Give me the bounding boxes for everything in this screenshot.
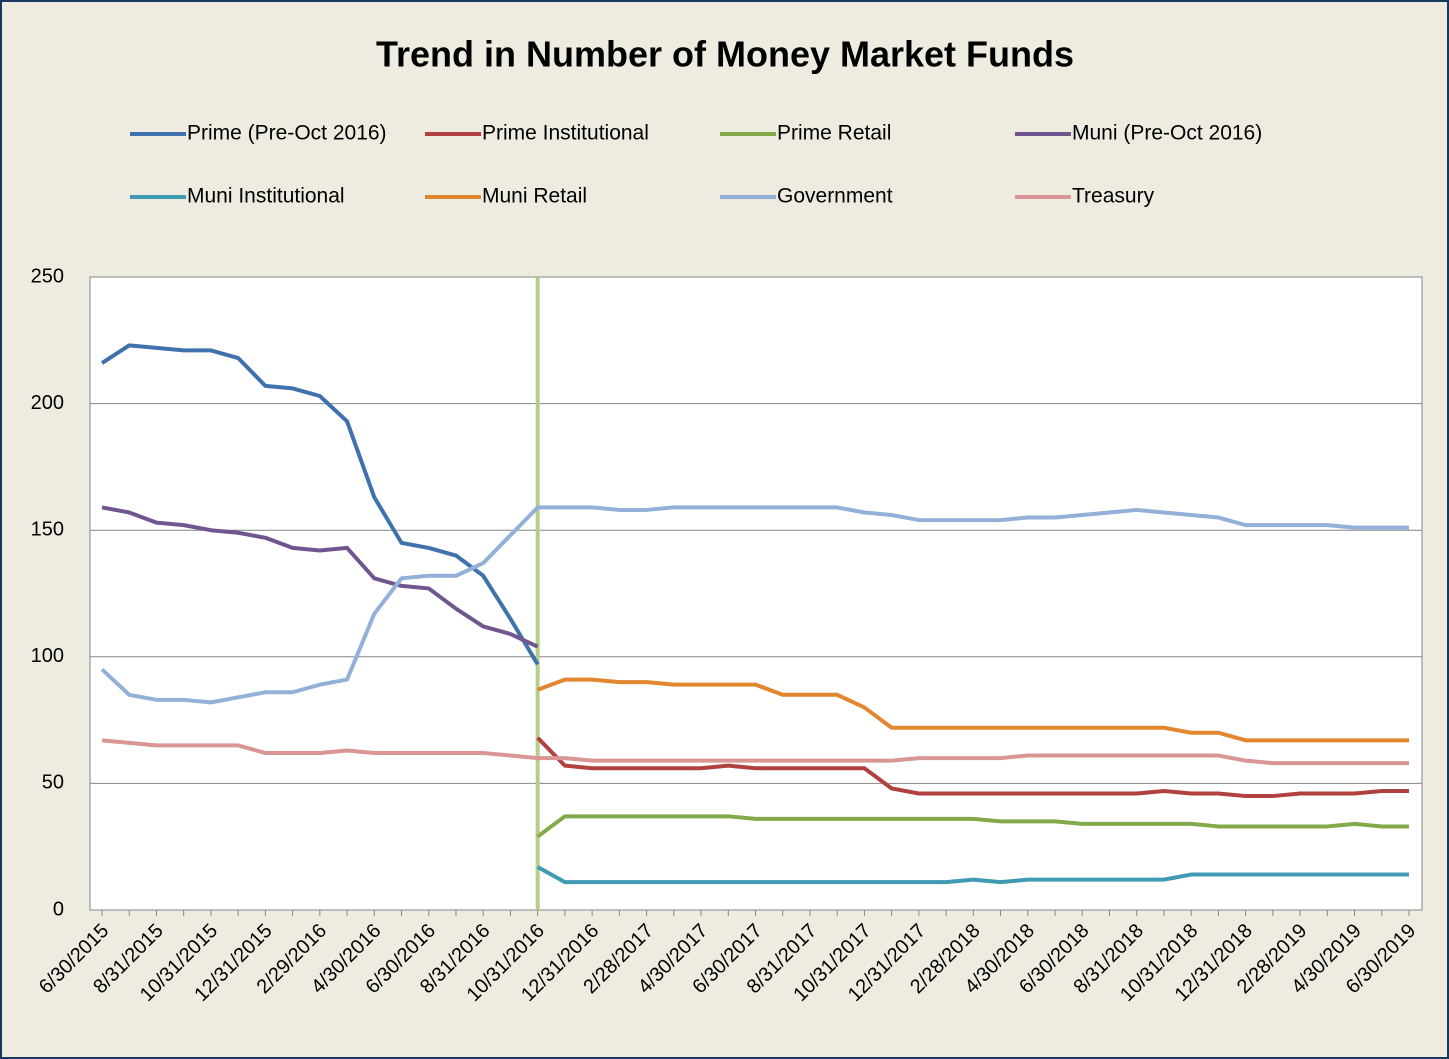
y-tick-label: 50 (42, 772, 64, 794)
series-line (536, 865, 1409, 885)
series-line (100, 505, 1409, 705)
legend-label: Muni Retail (482, 185, 587, 208)
plot-area (89, 276, 1423, 911)
y-tick-label: 200 (31, 392, 64, 414)
series-line (536, 677, 1409, 743)
legend-label: Government (777, 185, 893, 208)
series-line (536, 814, 1409, 839)
legend-label: Muni Institutional (187, 185, 345, 208)
legend-label: Treasury (1072, 185, 1155, 208)
legend-label: Muni (Pre-Oct 2016) (1072, 122, 1262, 145)
series-line (536, 736, 1409, 799)
series-line (100, 343, 540, 666)
legend-label: Prime Institutional (482, 122, 649, 145)
series-line (101, 738, 1409, 766)
legend-label: Prime Retail (777, 122, 891, 145)
y-tick-label: 100 (31, 645, 64, 667)
series-line (101, 505, 539, 649)
chart-title: Trend in Number of Money Market Funds (376, 34, 1074, 75)
y-tick-label: 0 (53, 898, 64, 920)
y-tick-label: 150 (31, 518, 64, 540)
legend-label: Prime (Pre-Oct 2016) (187, 122, 387, 145)
y-tick-label: 250 (31, 265, 64, 287)
